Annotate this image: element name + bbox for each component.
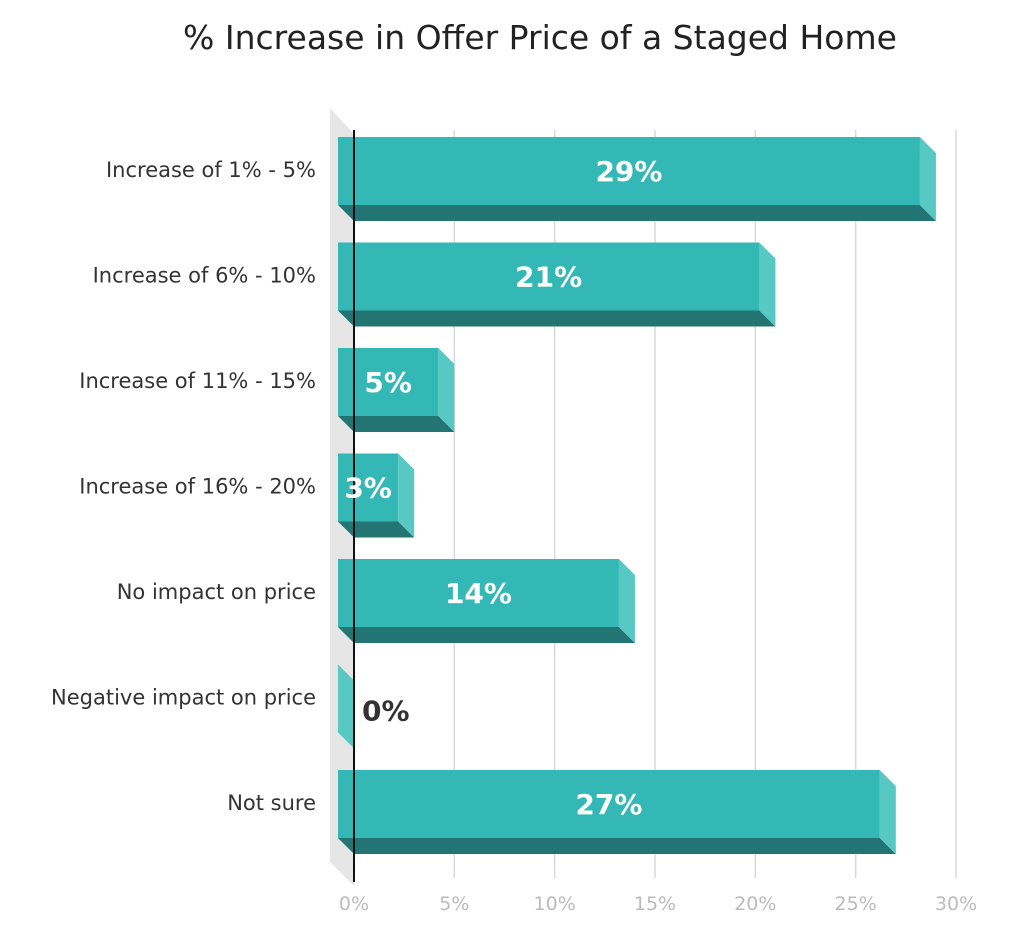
- category-label: Increase of 16% - 20%: [79, 475, 316, 499]
- bar-end-face: [879, 770, 896, 854]
- x-tick-label: 25%: [835, 893, 877, 915]
- x-tick-label: 0%: [339, 893, 369, 915]
- bar-end-face: [919, 137, 936, 221]
- bar-end-face: [438, 348, 455, 432]
- gridlines: [453, 130, 957, 878]
- bar-front-face: [338, 559, 619, 627]
- data-label: 27%: [575, 788, 642, 821]
- x-tick-label: 20%: [734, 893, 776, 915]
- labels: 0% 5% 10% 15% 20% 25% 30% 29% Increase of 1% - 5…: [51, 155, 977, 915]
- bar: [338, 137, 936, 221]
- data-label: 21%: [515, 261, 582, 294]
- category-label: Increase of 11% - 15%: [79, 369, 316, 393]
- bar-end-face: [759, 242, 776, 327]
- bar: [338, 453, 415, 538]
- bar-end-face: [338, 664, 354, 749]
- bar-bottom-face: [338, 521, 415, 538]
- category-label: Not sure: [227, 791, 316, 815]
- bar-bottom-face: [338, 416, 455, 432]
- category-label: Increase of 6% - 10%: [93, 264, 316, 288]
- bar-front-face: [338, 242, 760, 311]
- data-label: 3%: [344, 472, 392, 505]
- bar: [338, 348, 455, 432]
- bar: [338, 559, 635, 643]
- x-tick-label: 10%: [534, 893, 576, 915]
- data-label: 14%: [445, 577, 512, 610]
- x-tick-label: 30%: [935, 893, 977, 915]
- bars: [338, 137, 936, 854]
- bar-bottom-face: [338, 838, 896, 854]
- bar: [338, 242, 776, 327]
- x-tick-label: 15%: [634, 893, 676, 915]
- bar-front-face: [338, 137, 920, 205]
- chart-title: % Increase in Offer Price of a Staged Ho…: [183, 18, 897, 57]
- bar-bottom-face: [338, 627, 635, 643]
- bar-front-face: [338, 453, 399, 522]
- data-label: 0%: [362, 695, 410, 728]
- bar-bottom-face: [338, 310, 776, 327]
- x-tick-label: 5%: [439, 893, 469, 915]
- bar-end-face: [618, 559, 635, 643]
- bar-end-face: [398, 453, 415, 538]
- data-label: 29%: [595, 155, 662, 188]
- category-label: Negative impact on price: [51, 686, 316, 710]
- bar: [338, 770, 896, 854]
- bar-front-face: [338, 770, 880, 838]
- bar: [338, 664, 354, 749]
- bar-bottom-face: [338, 205, 936, 221]
- data-label: 5%: [364, 366, 412, 399]
- category-label: Increase of 1% - 5%: [106, 158, 316, 182]
- category-label: No impact on price: [117, 580, 316, 604]
